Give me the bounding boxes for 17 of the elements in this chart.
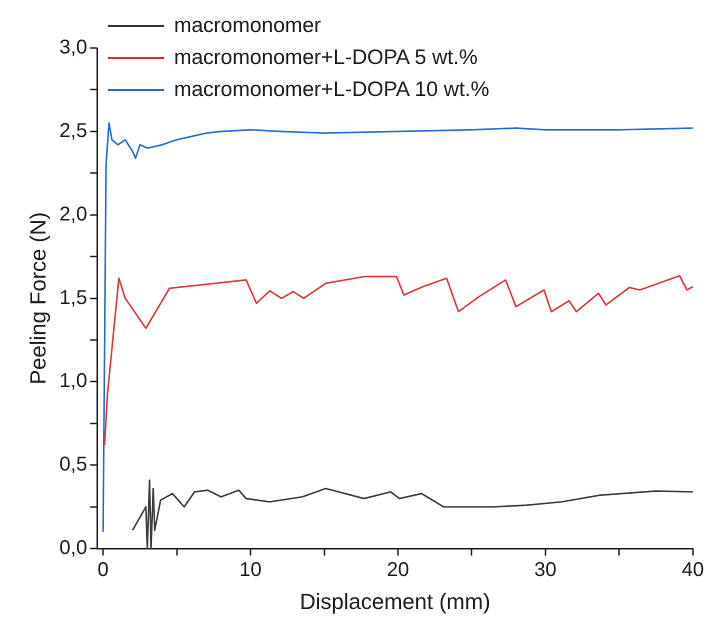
y-tick-label: 1,5 [59,286,88,309]
y-tick-label: 3,0 [59,36,88,59]
y-tick-label: 0,0 [59,537,88,560]
legend-label: macromonomer+L-DOPA 5 wt.% [174,45,478,71]
y-tick-label: 0,5 [59,454,88,476]
x-tick-label: 10 [239,559,262,582]
legend-label: macromonomer+L-DOPA 10 wt.% [174,77,490,103]
y-tick-label: 2,5 [59,120,88,142]
y-tick-label: 1,0 [59,370,88,392]
x-tick-label: 0 [98,559,109,582]
x-axis-title: Displacement (mm) [300,588,490,614]
y-axis-title: Peeling Force (N) [25,212,50,384]
y-tick-label: 2,0 [59,203,88,226]
x-tick-label: 30 [534,559,557,582]
x-tick-label: 20 [386,559,410,582]
legend-label: macromonomer [174,13,322,39]
x-tick-label: 40 [682,559,704,582]
